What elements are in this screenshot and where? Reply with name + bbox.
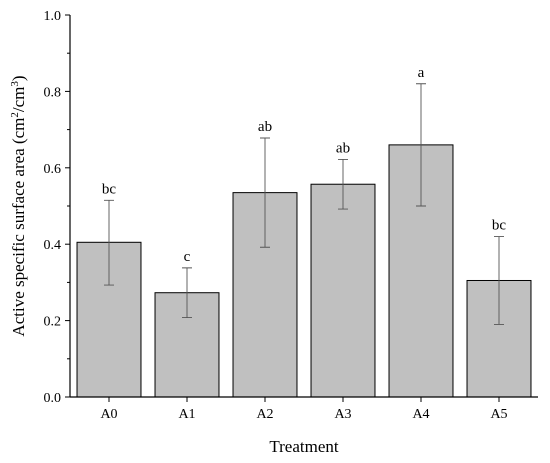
- error-bar-a5: [494, 236, 504, 325]
- x-tick-label-a5: A5: [490, 407, 507, 422]
- error-bar-a3: [338, 158, 348, 210]
- x-tick-label-a2: A2: [256, 407, 273, 422]
- y-tick-label-4: 0.8: [44, 85, 62, 100]
- x-tick-label-a1: A1: [178, 407, 195, 422]
- error-bar-a0: [104, 199, 114, 286]
- bars-layer: [76, 144, 532, 398]
- error-bars-layer: [104, 83, 504, 325]
- y-axis-title-sup1: 2: [9, 112, 21, 118]
- significance-letter-a1: c: [184, 249, 191, 265]
- y-axis-title-end: ): [9, 75, 28, 81]
- significance-letter-a4: a: [418, 65, 425, 81]
- y-axis-title: Active specific surface area (cm2/cm3): [9, 75, 28, 336]
- significance-letter-a2: ab: [258, 119, 272, 135]
- y-tick-label-2: 0.4: [44, 238, 62, 253]
- significance-letter-a5: bc: [492, 218, 507, 234]
- y-axis-title-main: Active specific surface area (cm: [9, 118, 28, 337]
- y-tick-label-0: 0.0: [44, 391, 62, 406]
- significance-letters-layer: bc c ab ab a bc: [102, 65, 507, 265]
- plot-area: bc c ab ab a bc: [76, 65, 532, 398]
- error-bar-a4: [416, 83, 426, 207]
- error-bar-a2: [260, 137, 270, 248]
- y-tick-label-3: 0.6: [44, 162, 62, 177]
- y-axis-title-sup2: 3: [9, 81, 21, 87]
- x-tick-label-a3: A3: [334, 407, 351, 422]
- x-axis-title: Treatment: [269, 437, 339, 456]
- significance-letter-a0: bc: [102, 181, 117, 197]
- y-axis: 0.0 0.2 0.4 0.6 0.8 1.0: [44, 9, 71, 406]
- y-tick-label-5: 1.0: [44, 9, 62, 24]
- significance-letter-a3: ab: [336, 140, 350, 156]
- x-axis: A0 A1 A2 A3 A4 A5: [70, 396, 538, 422]
- error-bar-a1: [182, 267, 192, 318]
- x-tick-label-a0: A0: [100, 407, 117, 422]
- bar-a3: [310, 183, 376, 398]
- y-axis-title-mid: /cm: [9, 87, 28, 113]
- x-tick-label-a4: A4: [412, 407, 429, 422]
- y-tick-label-1: 0.2: [44, 315, 62, 330]
